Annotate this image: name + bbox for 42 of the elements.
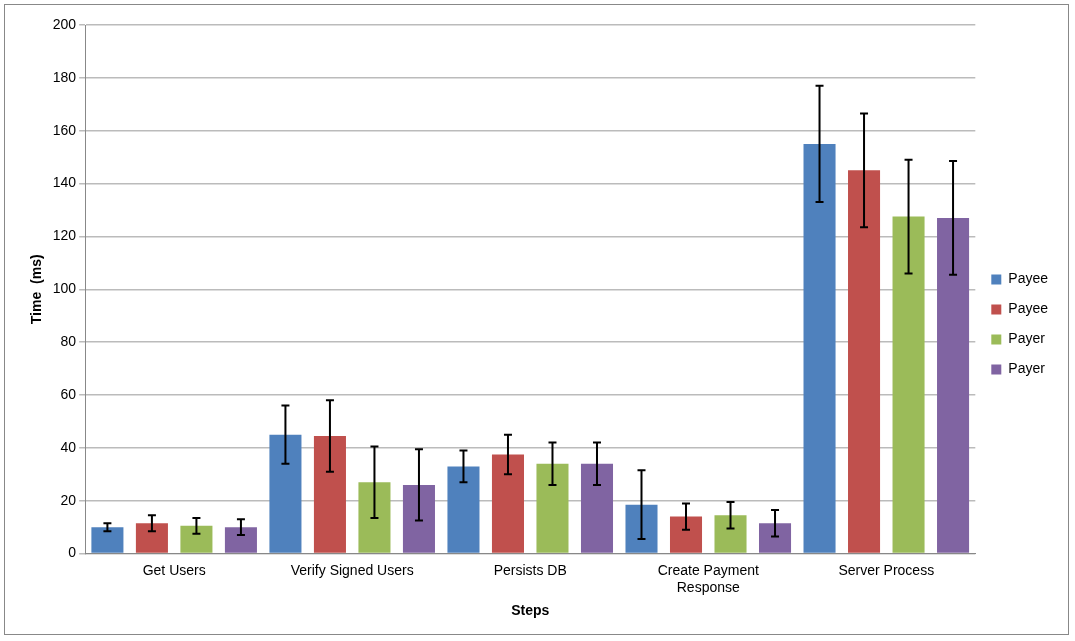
bar <box>224 527 257 553</box>
bar <box>135 523 168 553</box>
bar <box>402 484 435 553</box>
y-tick-label: 200 <box>52 15 77 32</box>
y-tick-label: 40 <box>60 438 77 455</box>
bar <box>759 523 792 553</box>
y-tick-label: 60 <box>60 385 77 402</box>
bar <box>892 216 925 553</box>
y-tick-label: 80 <box>60 333 77 350</box>
legend-label: Payer <box>1008 360 1046 377</box>
x-tick-label: Verify Signed Users <box>290 561 414 578</box>
x-tick-label: Create Payment Response <box>657 561 759 595</box>
bar <box>580 463 614 553</box>
x-tick-label: Persists DB <box>493 561 567 578</box>
bar <box>491 454 524 553</box>
bar <box>313 435 346 553</box>
bar <box>848 170 881 553</box>
bar <box>91 527 124 553</box>
bar <box>180 525 213 553</box>
x-tick-label: Server Process <box>838 561 935 578</box>
y-tick-label: 140 <box>52 174 77 191</box>
bar <box>447 466 480 553</box>
bar <box>269 434 302 553</box>
y-tick-label: 100 <box>52 280 77 297</box>
y-tick-label: 180 <box>52 68 77 85</box>
y-axis-title: Time (ms) <box>28 254 45 325</box>
bar <box>803 143 836 553</box>
y-tick-label: 20 <box>60 491 77 508</box>
bar <box>625 504 658 553</box>
bar <box>714 515 747 553</box>
legend-label: Payee <box>1008 270 1049 287</box>
bar <box>937 217 970 553</box>
bar <box>536 463 569 553</box>
x-axis-title: Steps <box>511 602 550 619</box>
y-tick-label: 160 <box>52 121 77 138</box>
y-tick-label: 0 <box>68 544 77 561</box>
y-tick-label: 120 <box>52 227 77 244</box>
x-tick-label: Get Users <box>142 561 206 578</box>
bar <box>358 482 391 553</box>
bar <box>669 516 703 553</box>
legend-label: Payer <box>1008 330 1046 347</box>
legend-label: Payee <box>1008 300 1049 317</box>
